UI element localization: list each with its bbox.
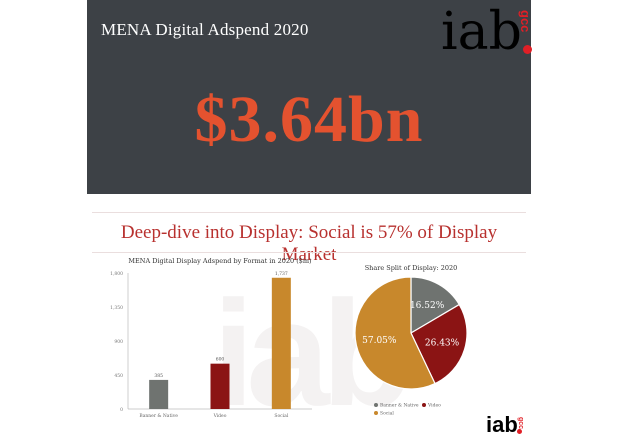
iab-logo: iab gcc <box>441 2 533 64</box>
pie-slice-video <box>410 303 468 385</box>
bar-y-tick-label: 900 <box>114 339 123 345</box>
legend-label: Social <box>380 411 394 417</box>
bar-data-label: 385 <box>154 373 163 379</box>
pie-slice-label: 26.43% <box>425 339 460 349</box>
pie-slice-label: 57.05% <box>362 336 397 346</box>
legend-label: Banner & Native <box>380 403 419 409</box>
footer-logo-gcc-text: gcc <box>517 417 524 430</box>
footer-iab-logo: iab gcc <box>486 412 526 440</box>
bar-x-tick-label: Social <box>274 413 288 419</box>
bar-data-label: 600 <box>216 357 225 363</box>
bar-banner-native <box>149 379 169 409</box>
bar-y-tick-label: 1,800 <box>110 271 123 277</box>
bar-x-tick-label: Video <box>213 413 227 419</box>
bar-x-tick-label: Banner & Native <box>139 413 178 419</box>
legend-label: Video <box>427 403 441 409</box>
bar-video <box>210 363 230 409</box>
legend-swatch <box>374 411 378 415</box>
bar-chart-title: MENA Digital Display Adspend by Format i… <box>128 257 312 265</box>
legend-swatch <box>374 403 378 407</box>
footer-logo-text: iab <box>486 412 518 437</box>
pie-slice-label: 16.52% <box>410 301 445 311</box>
pie-slice-social <box>354 276 436 390</box>
bar-social <box>271 277 291 409</box>
divider-top <box>92 212 526 213</box>
iab-logo-text: iab <box>441 2 522 62</box>
headline-banner: MENA Digital Adspend 2020 $3.64bn iab gc… <box>87 0 533 194</box>
banner-title: MENA Digital Adspend 2020 <box>101 20 309 39</box>
legend-swatch <box>422 403 426 407</box>
pie-slice-banner-native <box>410 276 461 335</box>
divider-bottom <box>92 252 526 253</box>
bar-y-tick-label: 450 <box>114 373 123 379</box>
footer-logo-dot-icon <box>517 429 522 434</box>
bar-data-label: 1,737 <box>275 271 288 277</box>
total-adspend-value: $3.64bn <box>194 83 424 156</box>
pie-chart-title: Share Split of Display: 2020 <box>365 264 458 272</box>
bar-y-tick-label: 0 <box>120 407 123 413</box>
logo-dot-icon <box>523 45 532 54</box>
bar-y-tick-label: 1,350 <box>110 305 123 311</box>
section-headline: Deep-dive into Display: Social is 57% of… <box>120 222 498 265</box>
